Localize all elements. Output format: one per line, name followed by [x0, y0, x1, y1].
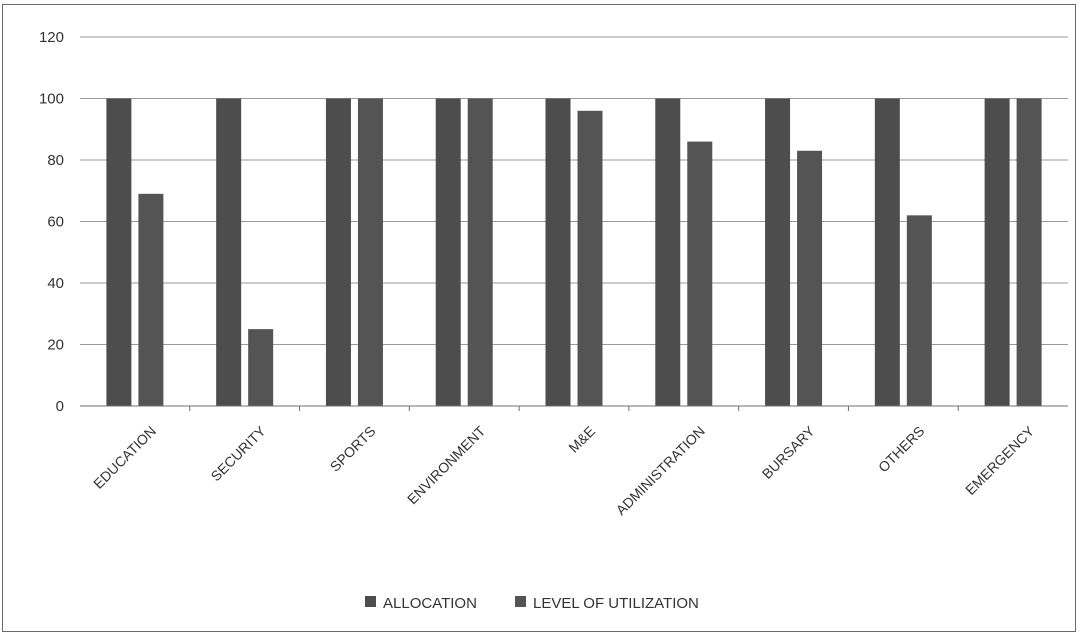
bar-allocation-education: [106, 98, 132, 406]
x-tick-label: BURSARY: [759, 422, 818, 481]
bar-level-of-utilization-m-e: [577, 110, 603, 407]
x-tick-label: ENVIRONMENT: [404, 422, 489, 507]
y-tick-label: 20: [47, 337, 64, 354]
bars: [106, 98, 1042, 407]
bar-level-of-utilization-bursary: [797, 150, 823, 406]
legend-label-level-of-utilization: LEVEL OF UTILIZATION: [533, 595, 699, 612]
y-tick-label: 40: [47, 275, 64, 292]
y-tick-label: 100: [39, 91, 64, 108]
y-tick-label: 80: [47, 152, 64, 169]
bar-allocation-sports: [325, 98, 351, 406]
legend-swatch-level-of-utilization: [515, 596, 526, 607]
y-tick-label: 120: [39, 29, 64, 46]
legend-label-allocation: ALLOCATION: [383, 595, 477, 612]
x-tick-label: SPORTS: [327, 423, 379, 475]
legend: ALLOCATION LEVEL OF UTILIZATION: [365, 595, 699, 612]
bar-allocation-m-e: [545, 98, 571, 406]
bar-level-of-utilization-others: [906, 215, 932, 406]
x-tick-label: EDUCATION: [90, 423, 159, 492]
bar-allocation-environment: [435, 98, 461, 406]
bar-allocation-others: [874, 98, 900, 406]
x-tick-label: ADMINISTRATION: [613, 423, 708, 518]
bar-level-of-utilization-emergency: [1016, 98, 1042, 406]
x-tick-label: M&E: [565, 423, 598, 456]
bar-level-of-utilization-education: [138, 193, 164, 406]
bar-level-of-utilization-sports: [357, 98, 383, 406]
bar-allocation-security: [216, 98, 242, 406]
x-tick-label: SECURITY: [207, 422, 269, 484]
bar-level-of-utilization-security: [248, 329, 274, 406]
bar-allocation-administration: [655, 98, 681, 406]
x-axis: EDUCATION SECURITY SPORTS ENVIRONMENT M&E ADM…: [80, 405, 1068, 518]
gridlines: [80, 36, 1068, 345]
y-axis: 0 20 40 60 80 100 120: [39, 29, 64, 415]
x-tick-label: OTHERS: [875, 423, 928, 476]
bar-allocation-emergency: [984, 98, 1010, 406]
y-tick-label: 60: [47, 214, 64, 231]
bar-level-of-utilization-environment: [467, 98, 493, 406]
bar-allocation-bursary: [765, 98, 791, 406]
y-tick-label: 0: [56, 398, 64, 415]
legend-swatch-allocation: [365, 596, 376, 607]
x-tick-label: EMERGENCY: [962, 422, 1038, 498]
bar-level-of-utilization-administration: [687, 141, 713, 407]
